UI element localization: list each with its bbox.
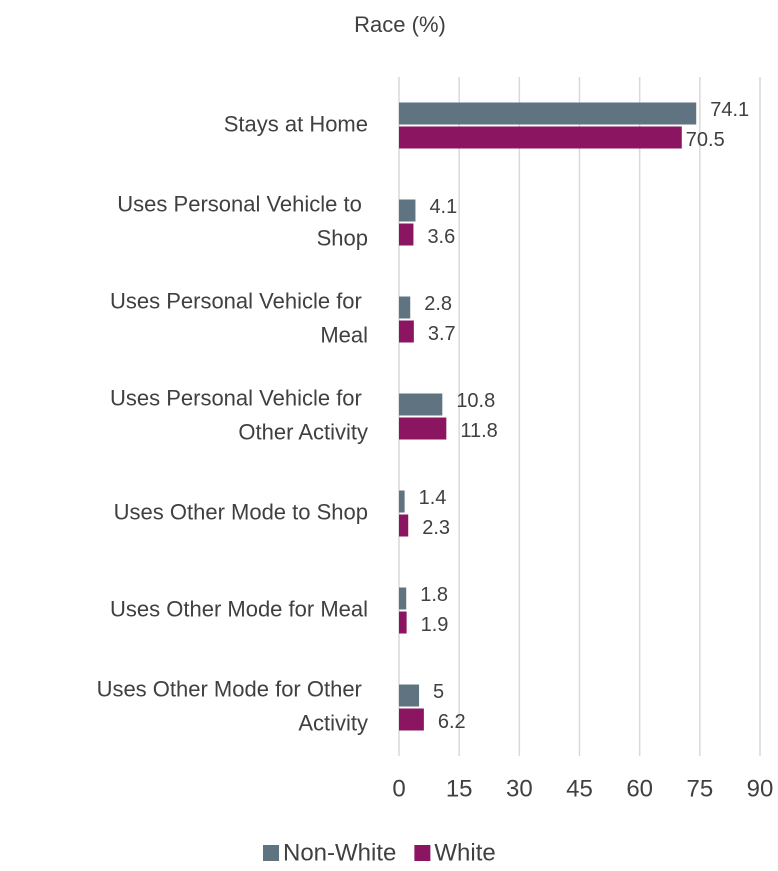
value-label: 3.7 [428,323,456,345]
value-label: 2.8 [424,293,452,315]
bar [399,611,407,634]
bar [399,393,443,416]
bar [399,102,697,125]
legend-label: Non-White [283,839,396,866]
x-tick-label: 30 [506,775,533,802]
bar [399,223,414,246]
x-tick-label: 75 [686,775,713,802]
chart-title: Race (%) [354,12,446,37]
value-label: 10.8 [456,390,495,412]
value-label: 1.8 [420,584,448,606]
legend-label: White [434,839,495,866]
bar [399,199,416,222]
value-label: 1.4 [419,487,447,509]
value-label: 3.6 [427,226,455,248]
y-tick-label: Uses Other Mode for Other Activity [97,676,368,735]
x-tick-label: 0 [392,775,405,802]
value-label: 11.8 [460,420,497,442]
bar [399,417,447,440]
y-tick-label: Stays at Home [224,111,368,136]
bar [399,587,407,610]
value-label: 6.2 [438,711,466,733]
x-tick-label: 90 [747,775,774,802]
legend-swatch [414,845,431,861]
y-tick-label: Uses Personal Vehicle for Other Activity [110,385,368,444]
value-label: 2.3 [422,517,450,539]
value-label: 4.1 [429,196,457,218]
x-tick-label: 60 [626,775,653,802]
value-label: 74.1 [710,99,749,121]
value-label: 1.9 [421,614,449,636]
bar [399,296,411,319]
x-tick-label: 15 [446,775,473,802]
y-tick-label: Uses Other Mode to Shop [114,499,368,524]
bar [399,126,682,149]
bar [399,684,420,707]
x-tick-label: 45 [566,775,593,802]
y-tick-label: Uses Personal Vehicle to Shop [117,191,368,250]
value-label: 5 [433,681,444,703]
bar [399,708,424,731]
bar [399,320,414,343]
bar [399,514,409,537]
y-tick-label: Uses Personal Vehicle for Meal [110,288,368,347]
legend-swatch [263,845,279,861]
y-tick-label: Uses Other Mode for Meal [110,596,368,621]
value-label: 70.5 [686,129,725,151]
bar [399,490,405,513]
